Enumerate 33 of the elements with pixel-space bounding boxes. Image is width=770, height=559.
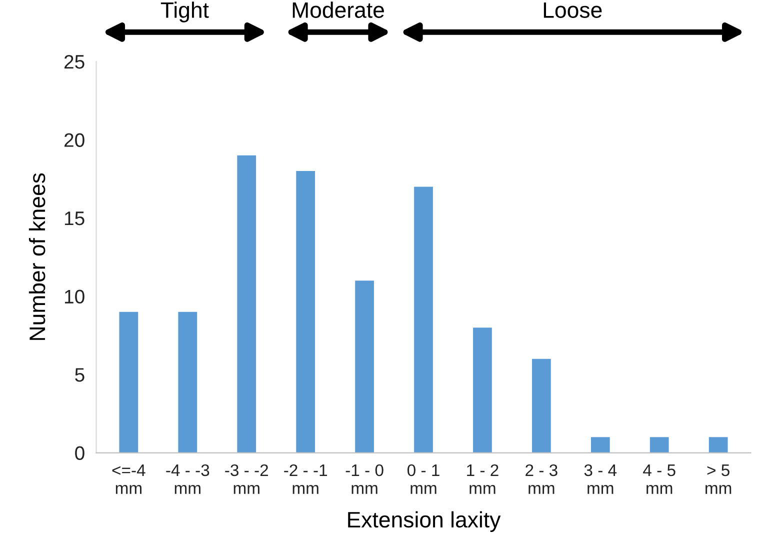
x-tick-label: -3 - -2 mm <box>225 464 268 494</box>
bar <box>650 437 669 453</box>
x-tick-label: <=-4 mm <box>112 464 146 494</box>
x-tick-label: 0 - 1 mm <box>407 464 440 494</box>
y-tick-label: 0 <box>75 446 84 460</box>
x-tick-label: -4 - -3 mm <box>166 464 210 494</box>
y-tick-label: 10 <box>64 290 84 304</box>
text: Moderate <box>292 2 384 18</box>
x-tick-label: 2 - 3 mm <box>526 464 558 494</box>
bar <box>296 171 316 453</box>
x-tick-label: -2 - -1 mm <box>284 464 327 494</box>
bar <box>708 437 728 453</box>
bar <box>532 358 551 453</box>
bar <box>414 186 433 453</box>
y-tick-label: 15 <box>64 212 84 226</box>
x-tick-label: > 5 mm <box>706 464 732 494</box>
x-tick-label: -1 - 0 mm <box>346 464 384 494</box>
bar <box>119 312 138 453</box>
y-tick-label: 5 <box>75 368 84 382</box>
bar <box>355 280 374 453</box>
text: Tight <box>160 2 209 22</box>
y-axis-title: Number of knees <box>28 173 46 340</box>
bar <box>178 312 198 453</box>
bar <box>237 155 256 453</box>
x-tick-label: 4 - 5 mm <box>643 464 676 494</box>
bar <box>590 437 610 453</box>
y-tick-label: 20 <box>64 133 84 147</box>
text: Loose <box>544 2 602 18</box>
x-tick-label: 1 - 2 mm <box>467 464 498 494</box>
x-tick-label: 3 - 4 mm <box>584 464 617 494</box>
y-tick-label: 25 <box>64 54 84 69</box>
bar <box>473 328 492 453</box>
x-axis-title: Extension laxity <box>348 511 501 532</box>
